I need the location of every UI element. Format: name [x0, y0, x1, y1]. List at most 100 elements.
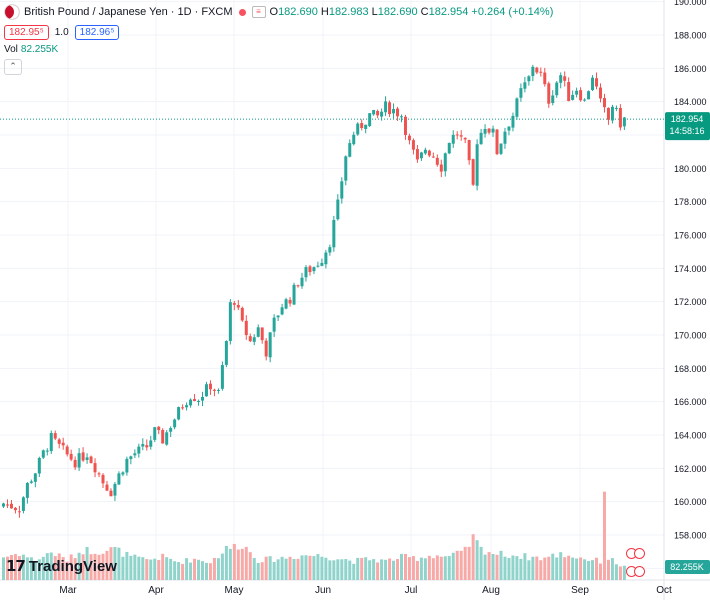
collapse-legend-button[interactable]: ⌃: [4, 59, 22, 75]
volume-bar: [551, 553, 555, 580]
candle-body: [527, 76, 531, 82]
volume-bar: [228, 548, 232, 580]
scroll-indicator-icon[interactable]: [634, 566, 645, 577]
volume-bar: [173, 561, 177, 580]
volume-bar: [543, 557, 547, 580]
volume-bar: [236, 549, 240, 580]
candle-body: [177, 407, 181, 420]
volume-bar: [97, 554, 101, 580]
candle-body: [511, 115, 515, 128]
volume-bar: [201, 561, 204, 580]
volume-value: 82.255K: [20, 44, 59, 55]
volume-bar: [324, 557, 328, 580]
volume-bar: [579, 557, 583, 580]
low-label: L: [371, 6, 378, 18]
logo-text: TradingView: [28, 557, 117, 575]
volume-bar: [57, 553, 61, 580]
price-axis[interactable]: 190.000188.000186.000184.000182.000180.0…: [665, 0, 710, 574]
candle-body: [296, 285, 300, 287]
x-tick-label: Mar: [59, 585, 77, 596]
volume-bar: [360, 557, 364, 580]
volume-bar: [563, 557, 567, 580]
candle-body: [284, 299, 288, 309]
volume-bar: [575, 558, 579, 580]
candle-body: [280, 307, 284, 315]
candle-body: [602, 98, 606, 108]
candle-body: [340, 181, 344, 199]
flag-icon[interactable]: ≡: [251, 6, 266, 18]
volume-bar: [113, 546, 117, 580]
candle-body: [49, 433, 53, 452]
tradingview-logo[interactable]: 𝟭𝟳 TradingView: [6, 557, 117, 576]
symbol-title[interactable]: British Pound / Japanese Yen · 1D · FXCM: [24, 6, 233, 18]
candle-body: [101, 474, 105, 484]
candle-body: [272, 317, 276, 332]
volume-bar: [384, 559, 388, 580]
candle-body: [531, 66, 535, 77]
candle-body: [344, 156, 348, 181]
volume-bar: [602, 491, 606, 580]
x-tick-label: Aug: [482, 585, 500, 596]
candle-body: [204, 384, 208, 397]
candle-body: [368, 113, 372, 126]
volume-bar: [169, 558, 173, 580]
volume-bar: [447, 556, 451, 580]
market-status-icon[interactable]: [238, 8, 246, 16]
scroll-indicator-icon[interactable]: [634, 548, 645, 559]
volume-bar: [292, 559, 296, 580]
volume-bar: [89, 554, 93, 580]
y-tick-label: 162.000: [674, 464, 707, 474]
sell-price-button[interactable]: 182.95⁵: [4, 25, 49, 40]
volume-bar: [503, 556, 507, 580]
candle-body: [232, 303, 236, 305]
candle-body: [475, 144, 479, 186]
candle-body: [117, 473, 121, 485]
volume-bar: [121, 556, 125, 580]
time-axis[interactable]: Mar Apr May Jun Jul Aug Sep Oct: [59, 585, 672, 596]
volume-bar: [571, 557, 575, 580]
candle-body: [547, 83, 551, 104]
volume-bar: [380, 559, 384, 580]
volume-bar: [268, 556, 272, 580]
volume-bar: [340, 559, 344, 580]
x-tick-label: Oct: [656, 585, 672, 596]
candle-body: [21, 497, 25, 511]
candle-body: [81, 452, 85, 461]
volume-bar: [280, 556, 284, 580]
volume-bar: [591, 560, 595, 580]
candle-body: [248, 336, 252, 342]
candle-body: [304, 267, 308, 278]
candle-body: [264, 340, 268, 357]
candle-body: [201, 397, 204, 401]
change-value: +0.264 (+0.14%): [471, 6, 554, 18]
candle-body: [519, 88, 523, 98]
volume-bar: [559, 552, 563, 580]
volume-bar: [527, 560, 531, 580]
candle-body: [423, 149, 427, 154]
candle-body: [173, 419, 177, 428]
volume-bar: [141, 557, 145, 580]
candle-body: [495, 129, 499, 155]
volume-bar: [276, 559, 280, 580]
volume-bar: [487, 552, 491, 580]
ohlc-values: O182.690 H182.983 L182.690 C182.954 +0.2…: [270, 6, 554, 18]
volume-bar: [177, 562, 181, 580]
candle-body: [563, 76, 567, 81]
volume-bar: [133, 554, 137, 580]
volume-bar: [352, 563, 356, 580]
buy-price-button[interactable]: 182.96⁵: [74, 25, 120, 40]
volume-bar: [153, 558, 157, 580]
volume-bar: [595, 557, 599, 580]
volume-label: Vol: [4, 44, 18, 55]
volume-bar: [109, 547, 113, 580]
y-tick-label: 158.000: [674, 531, 707, 541]
candle-body: [185, 405, 189, 408]
candle-body: [292, 284, 296, 305]
volume-bar: [507, 558, 511, 580]
volume-badge-label: 82.255K: [670, 562, 704, 572]
volume-bar: [252, 558, 256, 580]
x-tick-label: May: [225, 585, 244, 596]
candle-body: [380, 111, 384, 117]
candle-body: [244, 320, 248, 336]
